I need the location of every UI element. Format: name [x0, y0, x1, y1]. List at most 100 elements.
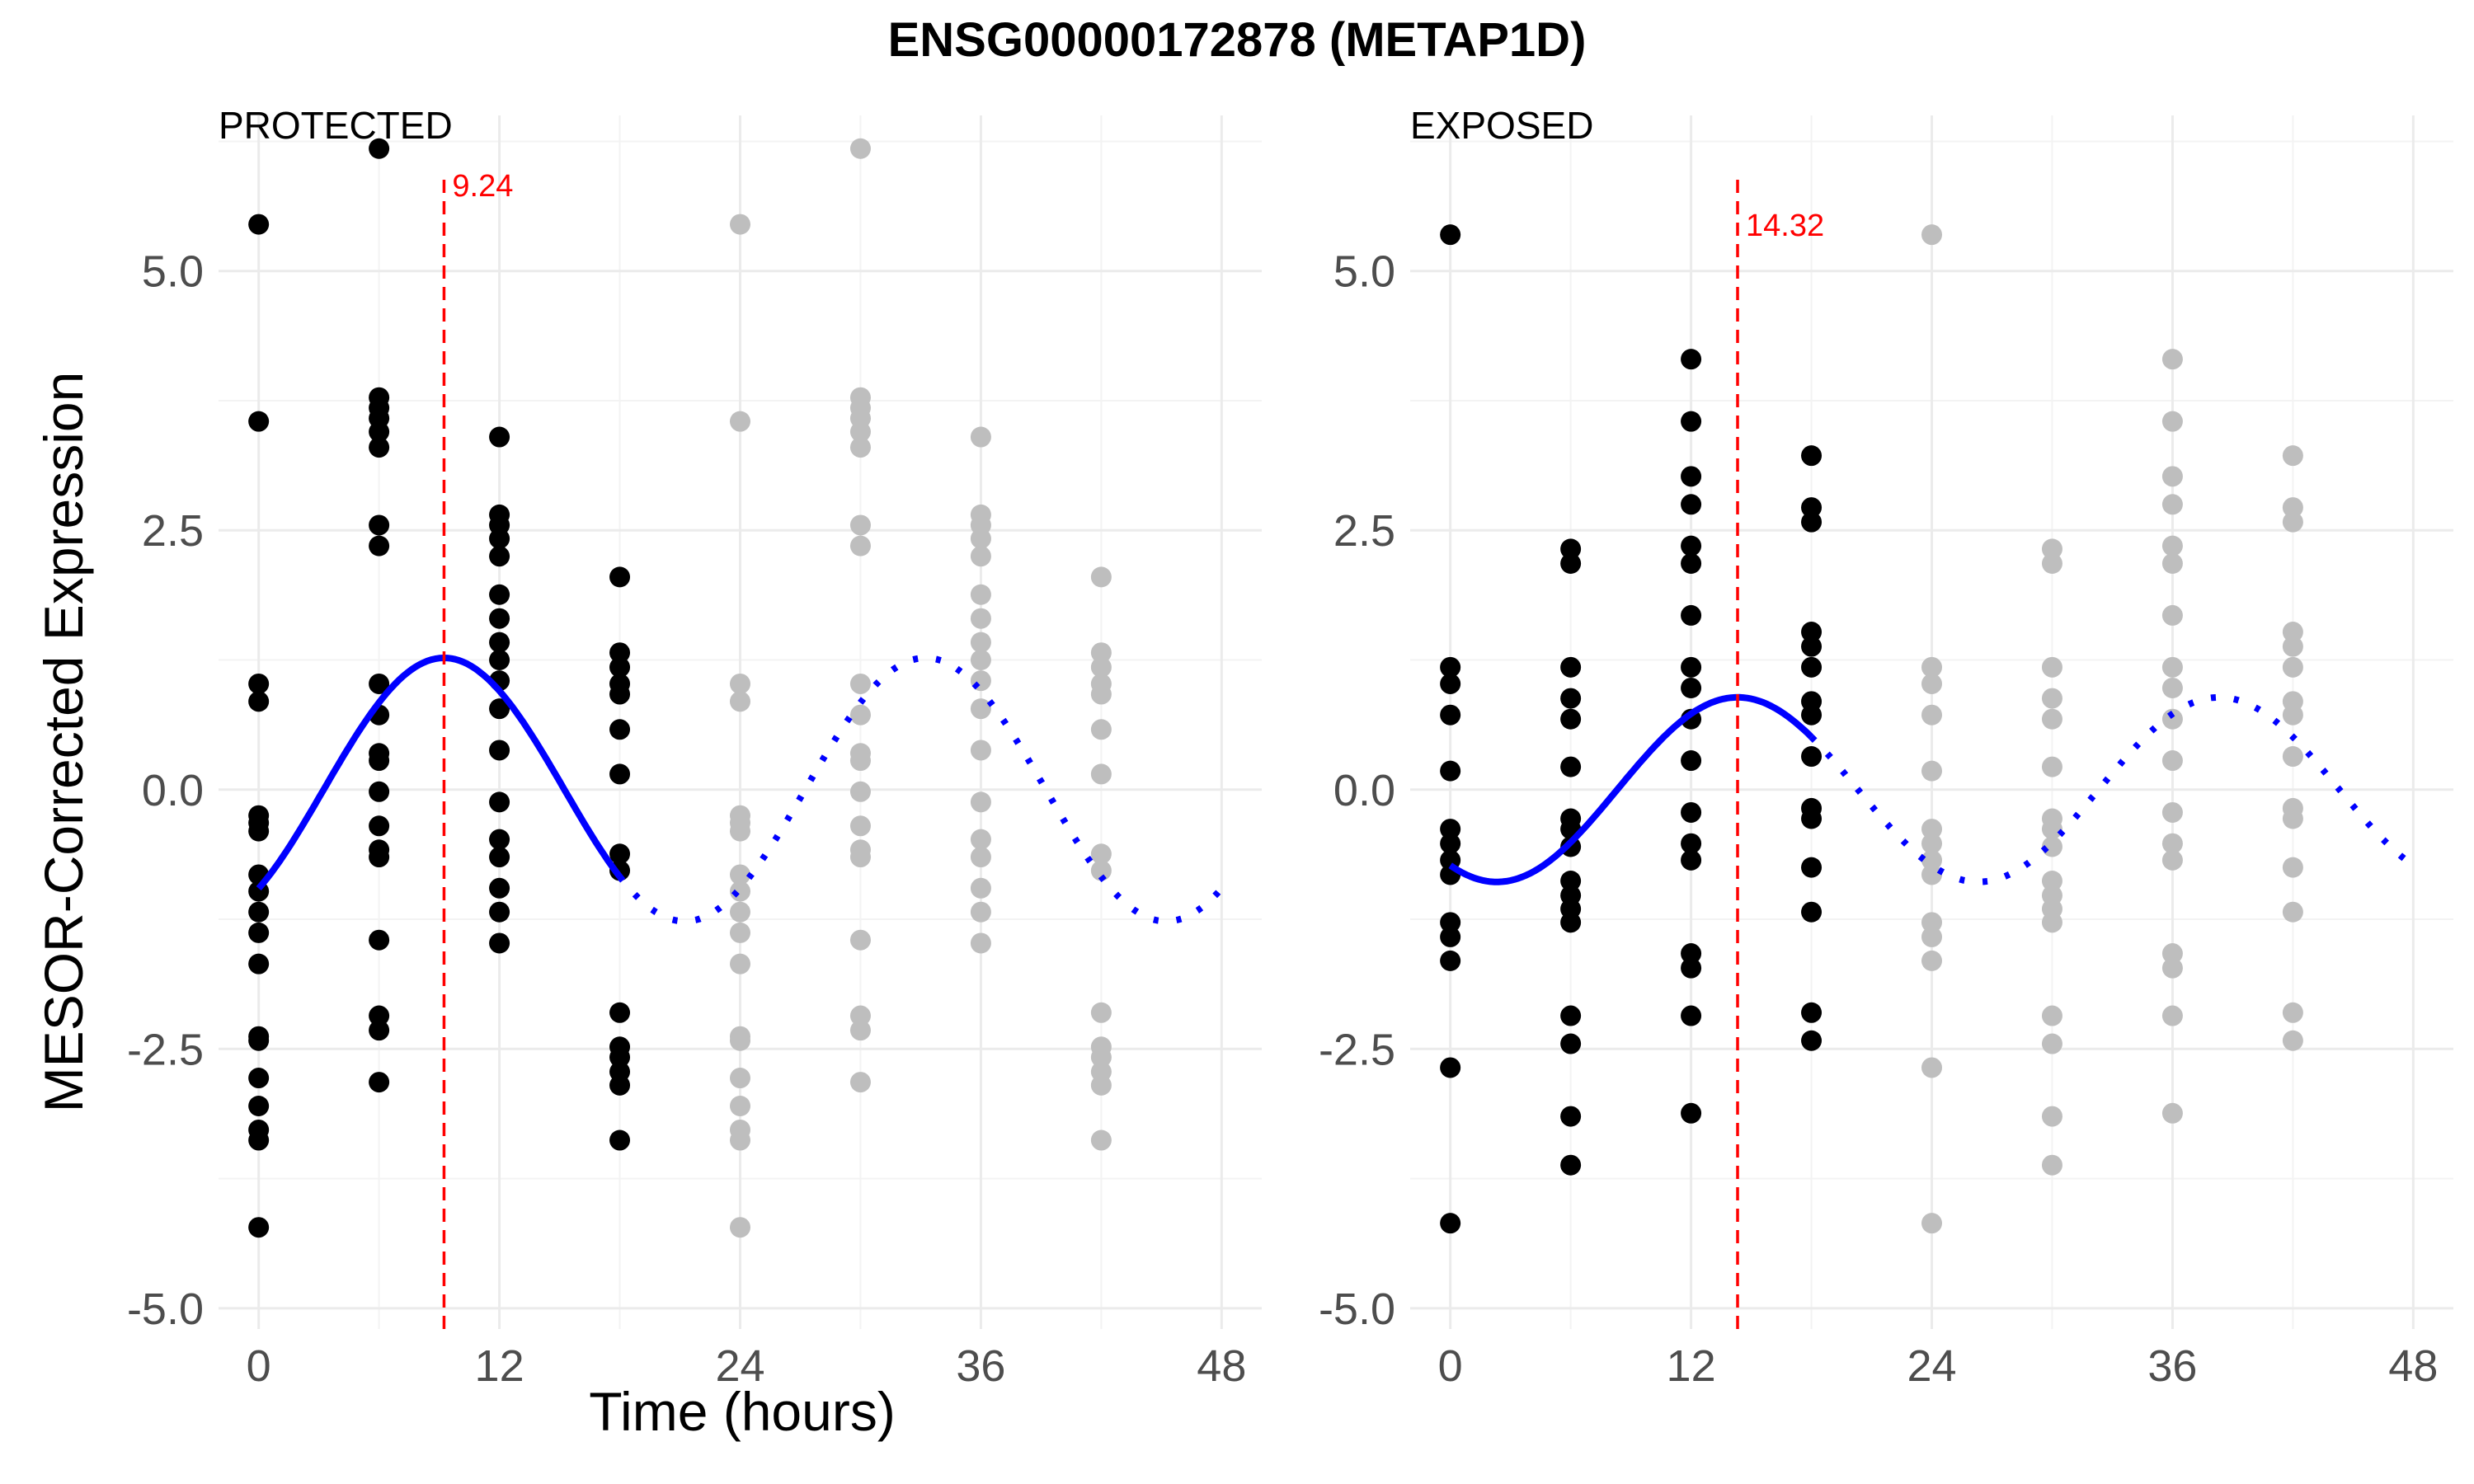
data-point-replicated: [970, 698, 991, 720]
data-point: [1801, 1002, 1823, 1023]
data-point-replicated: [2161, 1005, 2183, 1026]
data-point-replicated: [730, 214, 750, 235]
data-point-replicated: [2161, 957, 2183, 979]
data-point: [1440, 704, 1461, 726]
data-point-replicated: [849, 1005, 871, 1026]
data-point: [609, 683, 631, 705]
data-point-replicated: [2161, 833, 2183, 854]
data-point-replicated: [970, 584, 991, 605]
data-point: [1440, 1213, 1461, 1234]
data-point: [1801, 857, 1823, 878]
data-point: [369, 929, 390, 951]
data-point-replicated: [1921, 673, 1942, 694]
data-point-replicated: [2041, 656, 2062, 678]
data-point-replicated: [1921, 1057, 1942, 1078]
data-point-replicated: [2161, 943, 2183, 965]
data-point: [1681, 494, 1702, 515]
data-point: [1681, 849, 1702, 871]
data-point-replicated: [970, 847, 991, 868]
data-point-replicated: [730, 820, 750, 842]
data-point-replicated: [2161, 656, 2183, 678]
data-point: [1440, 224, 1461, 246]
data-point: [489, 426, 510, 448]
y-tick-label: 5.0: [142, 247, 204, 297]
x-axis-label: Time (hours): [589, 1381, 896, 1442]
data-point-replicated: [970, 546, 991, 567]
data-point: [248, 411, 270, 432]
data-point-replicated: [2041, 870, 2062, 891]
data-point-replicated: [730, 901, 750, 923]
data-point-replicated: [2161, 535, 2183, 556]
data-point-replicated: [1090, 1002, 1112, 1023]
data-point: [1801, 1030, 1823, 1051]
data-point-replicated: [1921, 1213, 1942, 1234]
data-point: [1560, 1005, 1582, 1026]
data-point-replicated: [2282, 808, 2303, 829]
data-point-replicated: [1090, 656, 1112, 678]
data-point-replicated: [849, 437, 871, 458]
data-point: [1681, 553, 1702, 575]
data-point: [489, 877, 510, 899]
data-point-replicated: [849, 815, 871, 837]
data-point: [1560, 656, 1582, 678]
data-point: [248, 922, 270, 943]
data-point-replicated: [2282, 857, 2303, 878]
data-point-replicated: [849, 535, 871, 556]
data-point: [369, 1020, 390, 1041]
data-point-replicated: [970, 528, 991, 549]
data-point-replicated: [1921, 704, 1942, 726]
data-point-replicated: [1090, 642, 1112, 664]
data-point-replicated: [2282, 511, 2303, 533]
data-point: [489, 740, 510, 761]
data-point: [1801, 808, 1823, 829]
data-point: [248, 214, 270, 235]
data-point: [1801, 901, 1823, 923]
y-tick-label: 0.0: [142, 766, 204, 815]
data-point: [609, 719, 631, 740]
data-point: [1681, 656, 1702, 678]
data-point: [1801, 511, 1823, 533]
data-point: [1681, 411, 1702, 432]
data-point-replicated: [970, 670, 991, 692]
data-point-replicated: [2041, 708, 2062, 730]
data-point-replicated: [2282, 636, 2303, 657]
data-points: [248, 138, 1112, 1238]
panel-title: EXPOSED: [1410, 104, 1593, 147]
data-point-replicated: [2161, 494, 2183, 515]
data-point-replicated: [2041, 836, 2062, 857]
data-point-replicated: [970, 932, 991, 954]
data-point-replicated: [1921, 912, 1942, 933]
data-point: [1440, 819, 1461, 840]
y-axis-label: MESOR-Corrected Expression: [33, 372, 94, 1113]
data-point: [609, 1074, 631, 1096]
data-point: [609, 1129, 631, 1151]
data-point: [369, 535, 390, 556]
data-point: [1681, 535, 1702, 556]
y-tick-label: -2.5: [1319, 1025, 1395, 1074]
data-point: [1801, 704, 1823, 726]
data-point: [1560, 553, 1582, 575]
data-point: [1560, 1033, 1582, 1054]
data-point: [1440, 760, 1461, 782]
x-tick-label: 0: [247, 1341, 271, 1391]
data-point-replicated: [2041, 819, 2062, 840]
data-point: [1681, 957, 1702, 979]
y-tick-label: 2.5: [1333, 506, 1395, 556]
data-point-replicated: [2161, 708, 2183, 730]
data-point-replicated: [730, 1096, 750, 1117]
data-point: [369, 437, 390, 458]
y-tick-label: 5.0: [1333, 247, 1395, 297]
data-point-replicated: [970, 740, 991, 761]
data-point-replicated: [2041, 688, 2062, 709]
data-point: [1681, 604, 1702, 626]
data-point-replicated: [2282, 656, 2303, 678]
data-point-replicated: [1090, 566, 1112, 588]
data-point-replicated: [730, 864, 750, 885]
y-tick-label: 2.5: [142, 506, 204, 556]
data-point-replicated: [2161, 750, 2183, 772]
data-point: [489, 650, 510, 671]
data-point-replicated: [730, 881, 750, 902]
data-point-replicated: [1921, 760, 1942, 782]
data-point: [1560, 688, 1582, 709]
data-point-replicated: [1921, 819, 1942, 840]
